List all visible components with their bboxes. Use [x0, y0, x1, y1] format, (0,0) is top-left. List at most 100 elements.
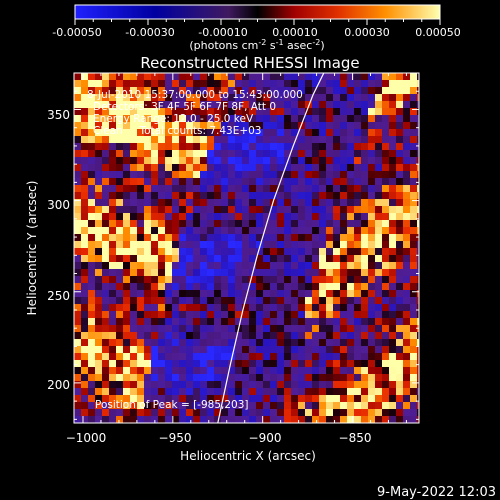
heatmap-cell [228, 234, 236, 242]
heatmap-cells [74, 73, 419, 423]
heatmap-cell [396, 346, 404, 354]
heatmap-cell [179, 234, 187, 242]
heatmap-cell [130, 311, 138, 319]
heatmap-cell [312, 80, 320, 88]
heatmap-cell [340, 94, 348, 102]
heatmap-cell [186, 129, 194, 137]
heatmap-cell [263, 136, 271, 144]
heatmap-cell [354, 234, 362, 242]
heatmap-cell [193, 346, 201, 354]
heatmap-cell [256, 346, 264, 354]
heatmap-cell [277, 129, 285, 137]
heatmap-cell [277, 136, 285, 144]
heatmap-cell [172, 262, 180, 270]
heatmap-cell [200, 269, 208, 277]
heatmap-cell [270, 290, 278, 298]
heatmap-cell [207, 311, 215, 319]
heatmap-cell [249, 220, 257, 228]
heatmap-cell [396, 416, 404, 423]
heatmap-cell [88, 255, 96, 263]
heatmap-cell [221, 339, 229, 347]
heatmap-cell [382, 122, 390, 130]
heatmap-cell [256, 234, 264, 242]
heatmap-cell [109, 73, 117, 81]
heatmap-cell [109, 409, 117, 417]
heatmap-cell [333, 339, 341, 347]
heatmap-cell [235, 185, 243, 193]
heatmap-cell [403, 73, 411, 81]
heatmap-cell [312, 395, 320, 403]
heatmap-cell [298, 290, 306, 298]
heatmap-cell [207, 199, 215, 207]
heatmap-cell [403, 171, 411, 179]
heatmap-cell [242, 87, 250, 95]
heatmap-cell [130, 178, 138, 186]
heatmap-cell [179, 171, 187, 179]
heatmap-cell [284, 311, 292, 319]
heatmap-cell [389, 220, 397, 228]
heatmap-cell [130, 129, 138, 137]
heatmap-cell [347, 262, 355, 270]
heatmap-cell [263, 178, 271, 186]
heatmap-cell [221, 276, 229, 284]
heatmap-cell [165, 290, 173, 298]
heatmap-cell [396, 178, 404, 186]
heatmap-cell [340, 87, 348, 95]
heatmap-cell [403, 157, 411, 165]
heatmap-cell [242, 220, 250, 228]
heatmap-cell [249, 381, 257, 389]
heatmap-cell [417, 94, 419, 102]
heatmap-cell [291, 262, 299, 270]
heatmap-cell [235, 73, 243, 81]
heatmap-cell [137, 318, 145, 326]
heatmap-cell [375, 94, 383, 102]
heatmap-cell [249, 108, 257, 116]
heatmap-cell [116, 87, 124, 95]
heatmap-cell [361, 129, 369, 137]
heatmap-cell [368, 206, 376, 214]
heatmap-cell [221, 150, 229, 158]
heatmap-cell [88, 122, 96, 130]
heatmap-cell [123, 304, 131, 312]
heatmap-cell [137, 374, 145, 382]
heatmap-cell [81, 178, 89, 186]
heatmap-cell [382, 248, 390, 256]
heatmap-cell [305, 241, 313, 249]
heatmap-cell [319, 388, 327, 396]
heatmap-cell [340, 101, 348, 109]
heatmap-cell [193, 276, 201, 284]
heatmap-cell [137, 297, 145, 305]
heatmap-cell [95, 248, 103, 256]
heatmap-cell [235, 178, 243, 186]
heatmap-cell [123, 395, 131, 403]
heatmap-cell [312, 150, 320, 158]
heatmap-cell [102, 73, 110, 81]
heatmap-cell [368, 276, 376, 284]
heatmap-cell [123, 241, 131, 249]
heatmap-cell [277, 143, 285, 151]
heatmap-cell [340, 395, 348, 403]
heatmap-cell [179, 262, 187, 270]
heatmap-cell [116, 346, 124, 354]
heatmap-cell [368, 178, 376, 186]
heatmap-cell [172, 346, 180, 354]
heatmap-cell [375, 381, 383, 389]
heatmap-cell [95, 416, 103, 423]
heatmap-cell [242, 108, 250, 116]
heatmap-cell [326, 290, 334, 298]
heatmap-cell [228, 297, 236, 305]
heatmap-cell [95, 276, 103, 284]
heatmap-cell [319, 87, 327, 95]
heatmap-cell [88, 262, 96, 270]
heatmap-cell [340, 276, 348, 284]
heatmap-cell [179, 269, 187, 277]
heatmap-cell [102, 332, 110, 340]
heatmap-cell [410, 178, 418, 186]
x-tick-label-950: −950 [159, 431, 192, 445]
annotation-peak-position: Position of Peak = [-985,203] [95, 399, 249, 411]
heatmap-cell [319, 346, 327, 354]
heatmap-cell [417, 360, 419, 368]
heatmap-cell [319, 143, 327, 151]
chart-title: Reconstructed RHESSI Image [140, 54, 359, 72]
heatmap-cell [228, 409, 236, 417]
